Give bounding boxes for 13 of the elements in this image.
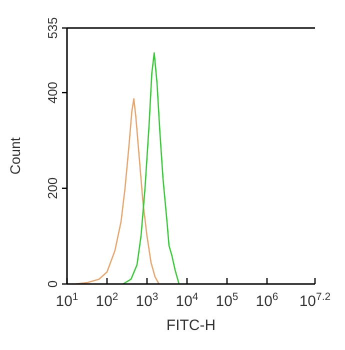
x-tick-label: 10$^{4}$ bbox=[176, 291, 198, 310]
x-tick-label: 10$^{1}$ bbox=[56, 291, 78, 310]
y-tick-label: 200 bbox=[45, 177, 60, 200]
x-tick-label: 10$^{2}$ bbox=[96, 291, 118, 310]
y-tick-label: 400 bbox=[45, 82, 60, 104]
y-tick-label: 0 bbox=[45, 280, 60, 288]
x-tick-label: 10$^{6}$ bbox=[256, 291, 278, 310]
x-tick-label: 10$^{5}$ bbox=[216, 291, 238, 310]
x-tick-label: 10$^{7.2}$ bbox=[299, 291, 331, 310]
x-axis-title: FITC-H bbox=[166, 317, 216, 334]
y-axis-title: Count bbox=[7, 137, 23, 175]
y-tick-label: 535 bbox=[45, 17, 60, 39]
x-tick-label: 10$^{3}$ bbox=[136, 291, 158, 310]
